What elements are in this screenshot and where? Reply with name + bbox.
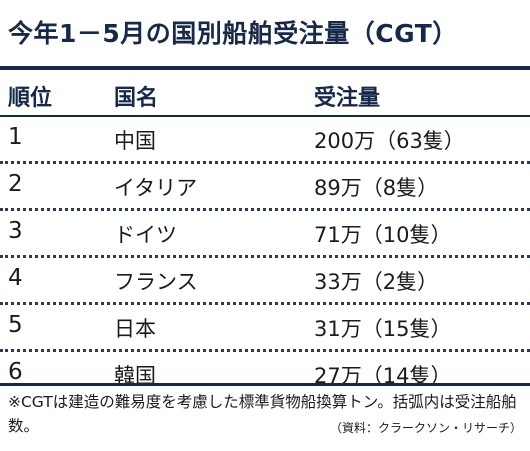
table-row: 4 フランス 33万（2隻） bbox=[0, 258, 530, 305]
country-cell: ドイツ bbox=[114, 223, 177, 247]
volume-cell: 200万（63隻） bbox=[314, 129, 465, 153]
country-cell: フランス bbox=[114, 270, 198, 294]
rank-cell: 3 bbox=[8, 218, 23, 244]
header-divider bbox=[0, 115, 530, 117]
table-row: 6 韓国 27万（14隻） bbox=[0, 352, 530, 394]
volume-cell: 89万（8隻） bbox=[314, 176, 439, 200]
page-title: 今年1－5月の国別船舶受注量（CGT） bbox=[8, 19, 458, 48]
table-row: 2 イタリア 89万（8隻） bbox=[0, 164, 530, 211]
table-row: 3 ドイツ 71万（10隻） bbox=[0, 211, 530, 258]
table-body: 1 中国 200万（63隻） 2 イタリア 89万（8隻） 3 ドイツ 71万（… bbox=[0, 117, 530, 394]
rank-cell: 1 bbox=[8, 124, 23, 150]
country-cell: 中国 bbox=[114, 129, 156, 153]
country-cell: イタリア bbox=[114, 176, 198, 200]
source-credit: （資料：クラークソン・リサーチ） bbox=[329, 421, 522, 435]
header-rank: 順位 bbox=[8, 86, 53, 111]
table-bottom-divider bbox=[0, 383, 530, 386]
table-row: 5 日本 31万（15隻） bbox=[0, 305, 530, 352]
table-row: 1 中国 200万（63隻） bbox=[0, 117, 530, 164]
volume-cell: 33万（2隻） bbox=[314, 270, 439, 294]
rank-cell: 6 bbox=[8, 359, 23, 385]
volume-cell: 31万（15隻） bbox=[314, 317, 452, 341]
title-divider bbox=[0, 66, 530, 70]
country-cell: 日本 bbox=[114, 317, 156, 341]
volume-cell: 71万（10隻） bbox=[314, 223, 452, 247]
rank-cell: 5 bbox=[8, 312, 23, 338]
header-country: 国名 bbox=[114, 86, 159, 111]
footnote: ※CGTは建造の難易度を考慮した標準貨物船換算トン。括弧内は受注船舶数。 bbox=[8, 393, 517, 435]
table-header-row: 順位 国名 受注量 bbox=[0, 74, 530, 114]
rank-cell: 4 bbox=[8, 265, 23, 291]
header-volume: 受注量 bbox=[314, 86, 381, 111]
rank-cell: 2 bbox=[8, 171, 23, 197]
